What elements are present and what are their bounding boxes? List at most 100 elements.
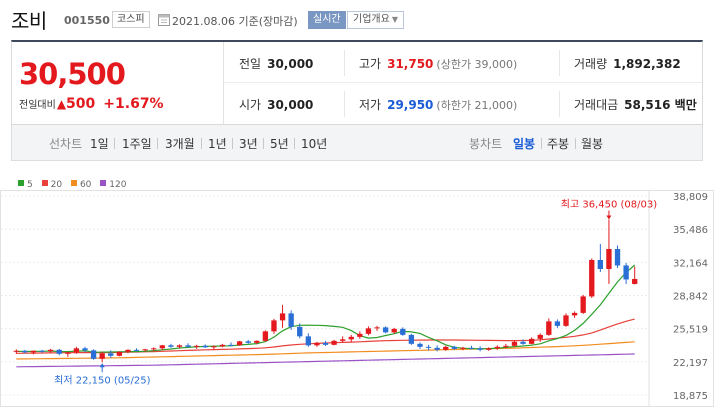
low-annotation: 최저 22,150 (05/25): [54, 374, 150, 386]
info-row: 시가 30,000 저가 29,950 (하한가 21,000) 거래대금 58,516…: [224, 83, 702, 124]
stock-name: 조비: [11, 9, 47, 33]
candle-body: [546, 321, 552, 335]
candle-body: [254, 340, 260, 343]
y-tick-label: 38,809: [673, 192, 708, 203]
period-bar: 선차트 1일 1주일 3개월 1년 3년 5년 10년 봉차트 일봉 주봉 월봉: [11, 125, 703, 161]
low-label: 저가: [359, 98, 382, 112]
candle-body: [236, 341, 243, 346]
amount-cell: 거래대금 58,516 백만: [574, 96, 697, 113]
change-amount: 500: [66, 96, 96, 112]
candle-body: [623, 265, 629, 280]
chart-frame: [0, 190, 714, 407]
prev-close-label: 전일: [239, 57, 262, 71]
candle-body: [382, 327, 389, 333]
open-label: 시가: [239, 98, 262, 112]
candle-body: [460, 347, 466, 349]
candle-body: [271, 320, 277, 332]
candle-body: [30, 350, 37, 353]
y-tick-label: 18,875: [673, 391, 708, 402]
candle-chart-label: 봉차트: [469, 137, 503, 151]
period-3y[interactable]: 3년: [239, 137, 258, 151]
candle-body: [176, 345, 183, 347]
amount-value: 58,516 백만: [624, 98, 697, 112]
high-cell: 고가 31,750 (상한가 39,000): [359, 55, 517, 72]
candle-body: [443, 346, 449, 350]
candle-body: [305, 336, 311, 346]
change-percent: +1.67%: [103, 96, 164, 112]
realtime-button[interactable]: 실시간: [308, 11, 346, 29]
open-cell: 시가 30,000: [239, 96, 313, 113]
line-chart-label: 선차트: [49, 137, 83, 151]
legend-label: 5: [27, 180, 33, 190]
period-1d[interactable]: 1일: [90, 137, 109, 151]
change-label: 전일대비: [19, 100, 56, 111]
candle-body: [288, 313, 294, 327]
legend-item: 5: [18, 180, 33, 190]
volume-label: 거래량: [574, 57, 608, 71]
base-date: 2021.08.06 기준(장마감): [172, 15, 298, 28]
candle-body: [185, 345, 191, 347]
candle-weekly[interactable]: 주봉: [547, 137, 570, 151]
candle-body: [511, 341, 518, 346]
candle-body: [211, 346, 217, 348]
candle-monthly[interactable]: 월봉: [581, 137, 604, 151]
prev-close-cell: 전일 30,000: [239, 55, 313, 72]
period-1w[interactable]: 1주일: [122, 137, 152, 151]
candle-body: [219, 344, 226, 347]
candle-body: [125, 349, 131, 352]
candle-body: [614, 248, 621, 266]
stock-header: 조비 001550 코스피 2021.08.06 기준(장마감) 실시간 기업개…: [0, 0, 714, 42]
high-value: 31,750: [387, 57, 434, 71]
candle-body: [90, 350, 97, 359]
high-arrow-head: [606, 215, 612, 220]
candle-body: [400, 328, 406, 335]
candle-body: [116, 351, 123, 356]
prev-close-value: 30,000: [267, 57, 314, 71]
company-overview-button[interactable]: 기업개요 ▼: [347, 11, 404, 29]
candle-body: [589, 259, 595, 297]
candle-body: [228, 344, 234, 346]
candle-daily[interactable]: 일봉: [513, 137, 536, 151]
calendar-icon: [158, 14, 170, 26]
candle-body: [22, 350, 28, 353]
legend-swatch: [70, 180, 77, 186]
y-tick-label: 35,486: [673, 225, 708, 236]
candle-body: [314, 342, 320, 346]
divider: [201, 138, 202, 149]
candle-body: [202, 345, 208, 348]
y-tick-label: 22,197: [673, 358, 708, 369]
candle-body: [486, 348, 492, 350]
candle-body: [537, 334, 543, 339]
candle-body: [142, 349, 148, 351]
period-3m[interactable]: 3개월: [165, 137, 195, 151]
upper-limit: (상한가 39,000): [436, 58, 518, 71]
volume-cell: 거래량 1,892,382: [574, 55, 681, 72]
caret-down-icon: ▼: [391, 15, 398, 24]
candle-body: [425, 346, 432, 348]
legend-item: 60: [70, 180, 91, 190]
candle-body: [108, 353, 114, 356]
period-10y[interactable]: 10년: [301, 137, 328, 151]
candle-body: [597, 259, 604, 269]
candle-body: [571, 312, 578, 316]
candle-body: [65, 352, 71, 354]
divider: [559, 91, 560, 117]
divider: [263, 138, 264, 149]
candle-body: [279, 313, 286, 321]
period-1y[interactable]: 1년: [208, 137, 227, 151]
divider: [344, 50, 345, 76]
candle-body: [417, 343, 423, 347]
candle-body: [245, 341, 251, 343]
period-5y[interactable]: 5년: [270, 137, 289, 151]
lower-limit: (하한가 21,000): [436, 99, 518, 112]
candlestick-chart[interactable]: 38,809 35,486 32,164 28,842 25,519 22,197 18,8…: [0, 190, 714, 408]
candle-body: [468, 347, 475, 349]
ma-line-120: [16, 353, 635, 368]
candle-body: [133, 349, 140, 351]
divider: [232, 138, 233, 149]
candle-body: [365, 328, 372, 334]
low-cell: 저가 29,950 (하한가 21,000): [359, 96, 517, 113]
divider: [541, 138, 542, 149]
legend-item: 120: [100, 180, 126, 190]
candle-body: [39, 350, 45, 352]
